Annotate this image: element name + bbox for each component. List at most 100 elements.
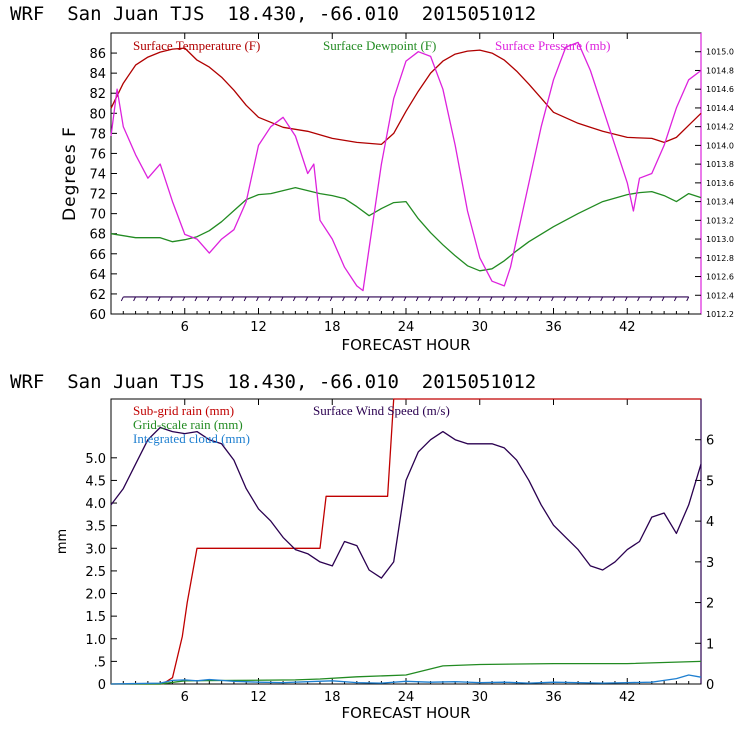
wind-barb	[440, 296, 444, 302]
y-tick-label: 70	[89, 208, 106, 223]
y-tick-label: 82	[89, 87, 106, 102]
wind-barb	[563, 296, 567, 302]
wind-barb	[624, 296, 628, 302]
y-tick-label: 2.5	[85, 565, 106, 580]
wind-barb	[305, 296, 309, 302]
y-tick-label: 0	[98, 678, 106, 693]
x-tick-label: 30	[471, 690, 488, 705]
wind-barb	[120, 296, 124, 302]
y2-tick-label: 1013.2	[706, 216, 734, 225]
y2-tick-label: 1012.8	[706, 254, 734, 263]
wind-barb	[317, 296, 321, 302]
y2-tick-label: 1014.8	[706, 66, 734, 75]
y2-tick-label: 4	[706, 515, 714, 530]
y2-tick-label: 5	[706, 474, 714, 489]
y2-tick-label: 1014.0	[706, 141, 734, 150]
y-tick-label: 84	[89, 67, 106, 82]
wind-barb	[280, 296, 284, 302]
y2-tick-label: 3	[706, 556, 714, 571]
wind-barb	[292, 296, 296, 302]
series-line-gridscale_rain	[111, 660, 702, 685]
legend-subgrid_rain: Sub-grid rain (mm)	[133, 403, 234, 418]
legend-pressure: Surface Pressure (mb)	[495, 38, 611, 53]
y-tick-label: 78	[89, 127, 106, 142]
wind-barb	[526, 296, 530, 302]
y2-tick-label: 6	[706, 434, 714, 449]
y2-tick-label: 2	[706, 597, 714, 612]
series-line-dewpoint	[110, 186, 702, 272]
wind-barb	[219, 296, 223, 302]
wind-barb	[170, 296, 173, 302]
x-tick-label: 6	[181, 320, 189, 335]
y2-tick-label: 1013.4	[706, 198, 734, 207]
wind-barb	[428, 296, 432, 302]
wind-barb	[366, 296, 370, 302]
y2-tick-label: 0	[706, 678, 714, 693]
series-line-cloud	[110, 674, 702, 685]
wind-barb	[477, 296, 481, 302]
x-tick-label: 18	[324, 690, 341, 705]
y2-tick-label: 1014.2	[706, 123, 734, 132]
y-tick-label: 62	[89, 288, 106, 303]
y2-tick-label: 1013.0	[706, 235, 734, 244]
x-tick-label: 36	[545, 320, 562, 335]
wind-barb	[329, 296, 333, 302]
wind-barb	[194, 296, 198, 302]
y-tick-label: 3.0	[85, 542, 106, 557]
legend-temperature: Surface Temperature (F)	[133, 38, 260, 53]
wind-barb	[649, 296, 653, 302]
legend-dewpoint: Surface Dewpoint (F)	[323, 38, 436, 53]
y-tick-label: 1.0	[85, 633, 106, 648]
wind-barb	[501, 296, 505, 302]
y2-tick-label: 1012.6	[706, 273, 734, 282]
wind-barb	[157, 296, 161, 302]
wind-barb	[243, 296, 247, 302]
wind-barb	[612, 296, 616, 302]
wind-barb	[637, 296, 640, 302]
y2-tick-label: 1014.6	[706, 85, 734, 94]
wind-barb	[182, 296, 186, 302]
wind-barb	[587, 296, 591, 302]
y-tick-label: 66	[89, 248, 106, 263]
y-tick-label: 1.5	[85, 610, 106, 625]
wind-barb	[133, 296, 137, 302]
y-tick-label: 4.5	[85, 474, 106, 489]
legend-cloud: Integrated cloud (mm)	[133, 431, 250, 446]
wind-barb	[551, 296, 554, 302]
series-line-temperature	[110, 47, 702, 146]
legend-gridscale_rain: Grid-scale rain (mm)	[133, 417, 243, 432]
y-tick-label: 80	[89, 107, 106, 122]
wind-barb	[600, 296, 604, 302]
y-tick-label: 74	[89, 168, 106, 183]
wind-barb	[391, 296, 395, 302]
wind-barb	[514, 296, 518, 302]
x-axis-title: FORECAST HOUR	[341, 704, 470, 722]
wind-barb	[415, 296, 419, 302]
wind-barb	[206, 296, 210, 302]
x-axis-title: FORECAST HOUR	[341, 336, 470, 354]
y-tick-label: 76	[89, 147, 106, 162]
wind-barb	[686, 296, 690, 302]
wind-barb	[673, 296, 677, 302]
y-tick-label: 60	[89, 308, 106, 323]
legend-wind: Surface Wind Speed (m/s)	[313, 403, 450, 418]
y-axis-title: Degrees F	[60, 126, 80, 221]
y-tick-label: 86	[89, 47, 106, 62]
wind-barb	[489, 296, 493, 302]
x-tick-label: 12	[250, 690, 267, 705]
wind-barb	[354, 296, 358, 302]
series-line-pressure	[110, 41, 702, 292]
y2-tick-label: 1012.2	[706, 310, 734, 319]
x-tick-label: 42	[619, 320, 636, 335]
y-tick-label: 4.0	[85, 497, 106, 512]
wind-barb	[256, 296, 259, 302]
temperature-pressure-chart: WRF San Juan TJS 18.430, -66.010 2015051…	[10, 3, 734, 354]
wind-barb	[231, 296, 235, 302]
chart-header: WRF San Juan TJS 18.430, -66.010 2015051…	[10, 371, 536, 393]
wind-barb	[452, 296, 456, 302]
y2-tick-label: 1015.0	[706, 48, 734, 57]
y-axis-title: mm	[55, 529, 70, 554]
series-line-subgrid_rain	[111, 398, 701, 685]
x-tick-label: 18	[324, 320, 341, 335]
